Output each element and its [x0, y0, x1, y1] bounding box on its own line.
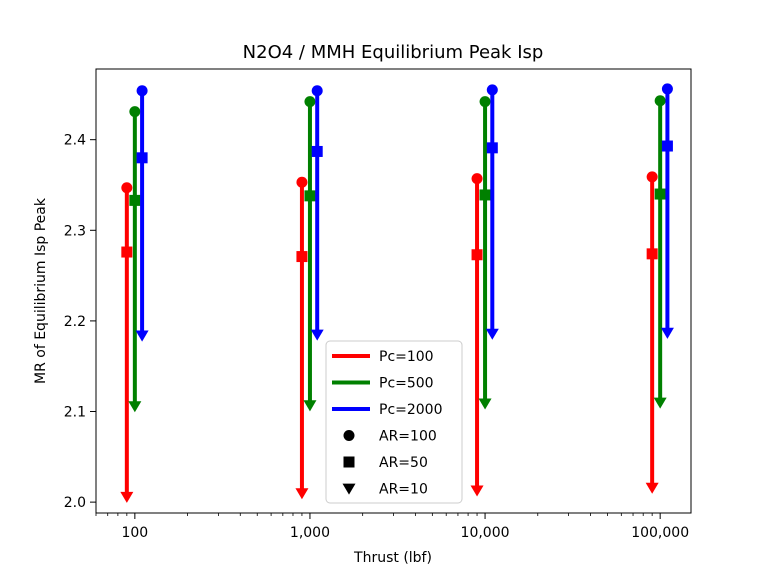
series-1-ar50-point-1 — [121, 246, 133, 258]
series-1-ar10-point-2 — [295, 488, 309, 500]
x-tick-label: 10,000 — [461, 525, 510, 541]
series-2-ar100-point-1 — [129, 106, 141, 118]
chart-title: N2O4 / MMH Equilibrium Peak Isp — [243, 42, 544, 63]
series-3-ar50-point-4 — [661, 140, 673, 152]
series-2-ar10-point-3 — [478, 398, 492, 410]
y-tick-label: 2.3 — [64, 223, 86, 239]
legend-label-6: AR=10 — [379, 482, 428, 498]
series-3-ar10-point-3 — [485, 328, 499, 340]
legend-label-4: AR=100 — [379, 429, 437, 445]
x-tick-label: 100 — [121, 525, 148, 541]
x-tick-label: 1,000 — [290, 525, 330, 541]
legend: Pc=100 Pc=500 Pc=2000 AR=100 AR=50 AR=10 — [325, 340, 463, 504]
y-tick-label: 2.2 — [64, 314, 86, 330]
series-1-ar100-point-4 — [646, 171, 658, 183]
series-3-ar10-point-4 — [660, 327, 674, 339]
series-3-ar50-point-3 — [486, 142, 498, 154]
y-tick-label: 2.4 — [64, 133, 86, 149]
plot-area — [120, 83, 674, 503]
y-tick-label: 2.0 — [64, 495, 86, 511]
series-2-ar10-point-1 — [128, 401, 142, 413]
x-axis-label: Thrust (lbf) — [353, 550, 432, 566]
legend-marker-6 — [342, 483, 356, 495]
series-2-ar50-point-3 — [479, 189, 491, 201]
series-2-ar100-point-4 — [654, 95, 666, 107]
series-3-ar10-point-1 — [135, 330, 149, 342]
series-1-ar10-point-1 — [120, 491, 134, 503]
legend-label-1: Pc=100 — [379, 349, 434, 365]
legend-label-3: Pc=2000 — [379, 402, 443, 418]
series-3-ar50-point-2 — [311, 145, 323, 157]
series-2-ar50-point-4 — [654, 188, 666, 200]
series-2-ar100-point-2 — [304, 96, 316, 108]
series-3-ar10-point-2 — [310, 329, 324, 341]
legend-marker-5 — [343, 456, 355, 468]
x-tick-label: 100,000 — [631, 525, 689, 541]
legend-label-2: Pc=500 — [379, 376, 434, 392]
series-2-ar10-point-2 — [303, 400, 317, 412]
series-1-ar50-point-2 — [296, 251, 308, 263]
series-2-ar100-point-3 — [479, 96, 491, 108]
series-2-ar10-point-4 — [653, 397, 667, 409]
series-1-ar100-point-2 — [296, 176, 308, 188]
series-1-ar10-point-4 — [645, 482, 659, 494]
legend-marker-4 — [343, 430, 355, 441]
series-1-ar100-point-3 — [471, 173, 483, 185]
series-3-ar100-point-3 — [486, 84, 498, 96]
series-3-ar100-point-4 — [661, 83, 673, 95]
series-3-ar100-point-2 — [311, 85, 323, 97]
y-axis-label: MR of Equilibrium Isp Peak — [33, 197, 49, 384]
series-1-ar100-point-1 — [121, 182, 133, 194]
axes: 100 1,000 10,000 100,000 2.0 2.1 2.2 2.3 2.4 — [64, 68, 692, 541]
series-1-ar10-point-3 — [470, 485, 484, 497]
legend-box — [325, 340, 463, 504]
series-3-ar50-point-1 — [136, 152, 148, 164]
series-3-ar100-point-1 — [136, 85, 148, 97]
series-1-ar50-point-4 — [646, 248, 658, 260]
series-2-ar50-point-1 — [129, 194, 141, 206]
series-1-ar50-point-3 — [471, 249, 483, 261]
series-2-ar50-point-2 — [304, 190, 316, 202]
legend-label-5: AR=50 — [379, 455, 428, 471]
y-tick-label: 2.1 — [64, 405, 86, 421]
